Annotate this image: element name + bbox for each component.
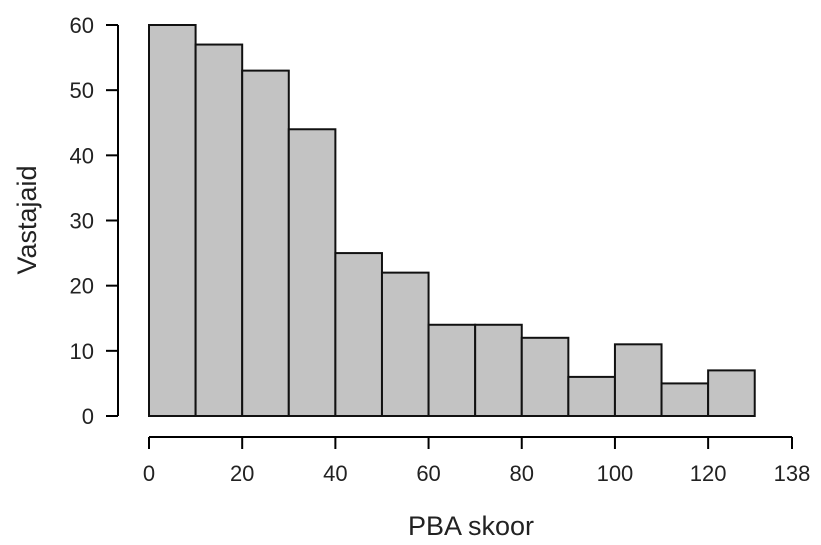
- y-tick-label-4: 40: [70, 143, 94, 168]
- x-tick-label-6: 120: [690, 461, 727, 486]
- histogram-bar-1: [194, 43, 244, 418]
- histogram-bar-0: [148, 24, 197, 417]
- y-tick-label-2: 20: [70, 274, 94, 299]
- y-tick-label-3: 30: [70, 209, 94, 234]
- histogram-bar-2: [241, 69, 290, 417]
- histogram-bar-6: [427, 323, 477, 417]
- y-axis-title: Vastajaid: [12, 165, 42, 274]
- y-tick-label-0: 0: [82, 404, 94, 429]
- y-tick-label-6: 60: [70, 13, 94, 38]
- histogram-bar-9: [567, 375, 616, 417]
- x-tick-label-2: 40: [323, 461, 347, 486]
- x-tick-label-1: 20: [230, 461, 254, 486]
- histogram-bar-3: [287, 128, 337, 417]
- histogram-bar-5: [380, 271, 430, 417]
- x-tick-label-4: 80: [510, 461, 534, 486]
- histogram-bar-4: [334, 252, 383, 417]
- x-tick-label-3: 60: [416, 461, 440, 486]
- histogram-bar-8: [520, 336, 570, 417]
- bars-group: [148, 24, 756, 418]
- y-tick-label-1: 10: [70, 339, 94, 364]
- y-axis: 0 10 20 30 40 50 60: [70, 13, 119, 429]
- histogram-bar-11: [660, 382, 710, 417]
- x-tick-label-7: 138: [774, 461, 811, 486]
- x-axis: 0 20 40 60 80 100 120 138: [143, 436, 811, 486]
- x-axis-title: PBA skoor: [408, 511, 534, 541]
- x-tick-label-5: 100: [597, 461, 634, 486]
- histogram-bar-10: [613, 343, 663, 418]
- histogram-bar-7: [474, 323, 523, 417]
- y-tick-label-5: 50: [70, 78, 94, 103]
- x-tick-label-0: 0: [143, 461, 155, 486]
- histogram-bar-12: [707, 369, 756, 417]
